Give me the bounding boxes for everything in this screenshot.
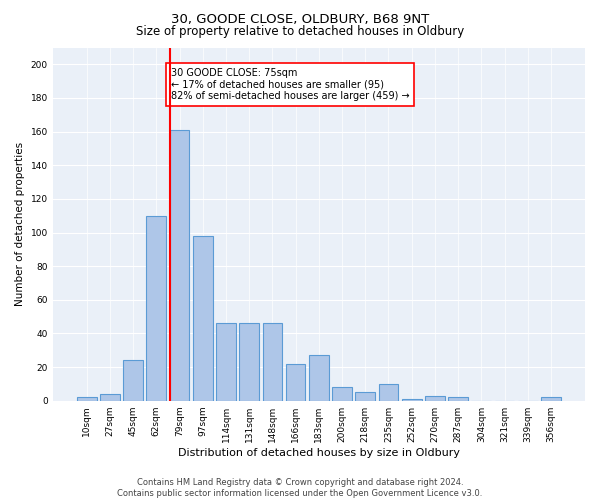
Bar — [425, 396, 445, 400]
Bar — [263, 324, 282, 400]
Bar — [379, 384, 398, 400]
Bar — [123, 360, 143, 401]
Text: 30 GOODE CLOSE: 75sqm
← 17% of detached houses are smaller (95)
82% of semi-deta: 30 GOODE CLOSE: 75sqm ← 17% of detached … — [171, 68, 409, 101]
Bar — [309, 356, 329, 401]
Bar — [239, 324, 259, 400]
Bar — [332, 388, 352, 400]
Bar — [216, 324, 236, 400]
Bar — [541, 398, 561, 400]
Bar — [286, 364, 305, 401]
Bar — [193, 236, 212, 400]
Text: Size of property relative to detached houses in Oldbury: Size of property relative to detached ho… — [136, 25, 464, 38]
Bar — [355, 392, 375, 400]
Text: Contains HM Land Registry data © Crown copyright and database right 2024.
Contai: Contains HM Land Registry data © Crown c… — [118, 478, 482, 498]
Text: 30, GOODE CLOSE, OLDBURY, B68 9NT: 30, GOODE CLOSE, OLDBURY, B68 9NT — [171, 12, 429, 26]
Bar — [77, 398, 97, 400]
Bar — [100, 394, 120, 400]
X-axis label: Distribution of detached houses by size in Oldbury: Distribution of detached houses by size … — [178, 448, 460, 458]
Bar — [146, 216, 166, 400]
Bar — [448, 398, 468, 400]
Bar — [402, 399, 422, 400]
Y-axis label: Number of detached properties: Number of detached properties — [15, 142, 25, 306]
Bar — [170, 130, 190, 400]
